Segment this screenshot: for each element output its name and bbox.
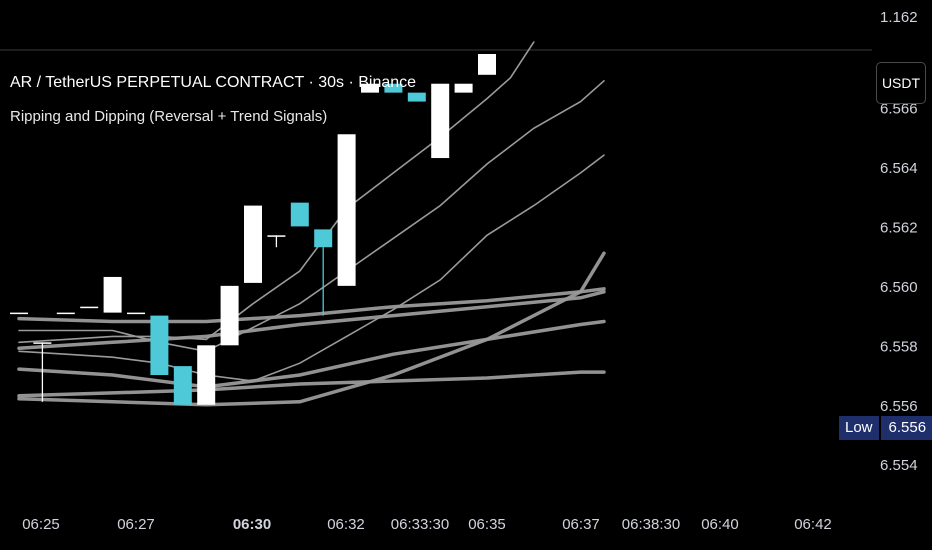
candle-body-down	[150, 315, 169, 376]
candle-body-up	[454, 83, 473, 93]
candle-body-up	[10, 312, 28, 315]
x-tick-label: 06:40	[701, 516, 739, 533]
ma-line-6	[17, 287, 606, 324]
ma-line-8	[17, 370, 606, 398]
candle	[431, 83, 450, 159]
candle-body-up	[478, 54, 496, 75]
y-tick-label: 6.556	[880, 398, 918, 415]
currency-button[interactable]: USDT	[876, 62, 926, 104]
candle-body-up	[197, 345, 216, 405]
candle-body-down	[314, 229, 333, 248]
ma-line-5	[17, 319, 606, 389]
y-tick-label: 6.564	[880, 160, 918, 177]
x-tick-label: 06:27	[117, 516, 155, 533]
candle-body-up	[267, 235, 286, 237]
candle	[56, 312, 75, 315]
x-tick-label: 06:42	[794, 516, 832, 533]
candle-body-up	[244, 205, 262, 283]
ma-line-3	[18, 154, 605, 382]
candle-body-up	[56, 312, 75, 315]
x-tick-label: 06:32	[327, 516, 365, 533]
y-tick-label: 6.562	[880, 219, 918, 236]
candle	[10, 312, 28, 315]
candle	[407, 92, 426, 102]
low-value: 6.556	[880, 416, 932, 440]
candle	[220, 285, 239, 346]
x-axis: 06:25 06:27 06:30 06:32 06:33:30 06:35 06:37 06…	[22, 516, 832, 533]
candle-body-up	[80, 306, 99, 309]
candle-body-down	[290, 202, 309, 227]
candle	[267, 235, 286, 248]
low-label: Low	[839, 416, 879, 440]
candle	[478, 54, 496, 75]
candle	[361, 83, 379, 93]
y-tick-label: 6.560	[880, 279, 918, 296]
candle	[337, 134, 356, 286]
candle	[197, 345, 216, 405]
candle	[454, 83, 473, 93]
candle-body-up	[337, 134, 356, 286]
y-axis: 1.162 6.566 6.564 6.562 6.560 6.558 6.556 6.554	[880, 9, 918, 474]
candle-body-down	[407, 92, 426, 102]
candle	[103, 276, 122, 313]
x-tick-label: 06:30	[233, 516, 271, 533]
candle	[80, 306, 99, 309]
moving-averages	[17, 41, 606, 407]
candle-body-down	[384, 83, 403, 93]
x-tick-label: 06:37	[562, 516, 600, 533]
ma-line-7	[17, 290, 606, 351]
candle-body-down	[173, 366, 192, 405]
candle-body-up	[127, 312, 145, 315]
candle	[150, 315, 169, 376]
candle	[173, 366, 192, 405]
candle	[33, 342, 52, 402]
y-tick-label: 1.162	[880, 9, 918, 26]
x-tick-label: 06:25	[22, 516, 60, 533]
y-tick-label: 6.554	[880, 457, 918, 474]
candle	[244, 205, 262, 283]
candle-body-up	[361, 83, 379, 93]
candle	[314, 229, 333, 316]
candle	[127, 312, 145, 315]
symbol-title[interactable]: AR / TetherUS PERPETUAL CONTRACT · 30s ·…	[10, 74, 417, 91]
y-tick-label: 6.566	[880, 101, 918, 118]
candle-body-up	[33, 342, 52, 344]
candle	[290, 202, 309, 227]
candle-body-up	[431, 83, 450, 159]
y-tick-label: 6.558	[880, 338, 918, 355]
ma-line-1	[18, 41, 535, 344]
candle-body-up	[103, 276, 122, 313]
indicator-title[interactable]: Ripping and Dipping (Reversal + Trend Si…	[10, 108, 328, 125]
candles	[10, 54, 496, 405]
x-tick-label: 06:38:30	[622, 516, 680, 533]
candle-body-up	[220, 285, 239, 346]
x-tick-label: 06:33:30	[391, 516, 449, 533]
low-price-tag: Low 6.556	[839, 416, 932, 440]
candle	[384, 83, 403, 93]
x-tick-label: 06:35	[468, 516, 506, 533]
